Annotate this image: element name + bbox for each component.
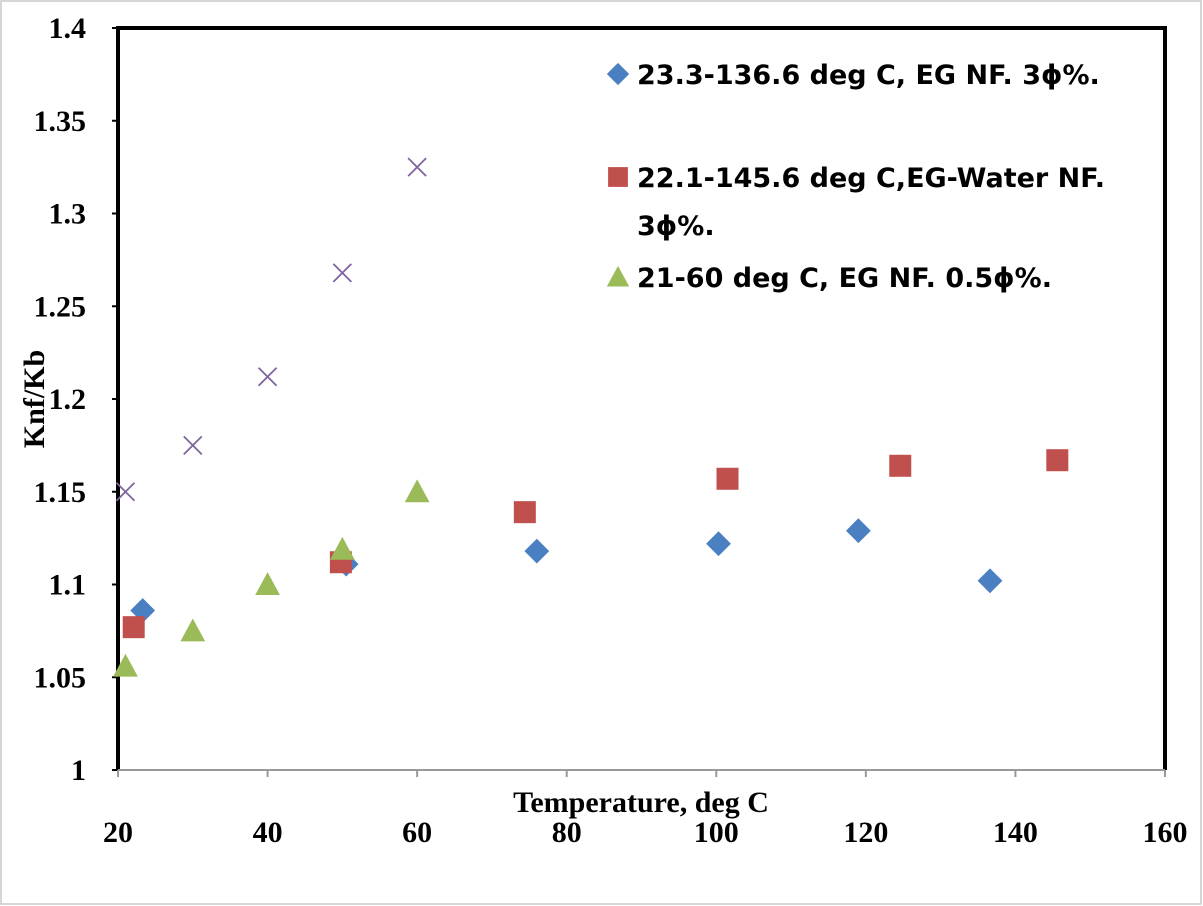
y-tick-label: 1: [71, 754, 86, 787]
data-point-square: [122, 616, 145, 639]
x-tick-label: 60: [402, 816, 432, 849]
data-point-triangle: [180, 618, 206, 642]
x-tick-label: 160: [1143, 816, 1188, 849]
legend-marker-square: [608, 167, 628, 187]
data-point-diamond: [130, 598, 156, 623]
data-point-diamond: [524, 538, 550, 564]
x-axis-title: Temperature, deg C: [513, 786, 769, 819]
series-3-triangle-points: [113, 479, 430, 677]
x-tick-label: 80: [552, 816, 582, 849]
y-axis: 1 1.05 1.1 1.15 1.2 1.25 1.3 1.35 1.4: [34, 12, 118, 787]
legend-marker-triangle: [606, 265, 630, 287]
data-point-square: [1046, 449, 1069, 472]
y-tick-label: 1.15: [34, 476, 87, 509]
x-tick-label: 140: [993, 816, 1038, 849]
series-4-cross-points: [115, 157, 427, 502]
data-point-diamond: [706, 531, 731, 557]
y-tick-label: 1.1: [49, 569, 87, 602]
legend-label: 22.1-145.6 deg C,EG-Water NF.: [637, 163, 1105, 194]
data-point-square: [889, 454, 912, 477]
data-point-cross: [257, 367, 278, 387]
legend-label: 23.3-136.6 deg C, EG NF. 3ϕ%.: [637, 60, 1100, 91]
legend-label: 3ϕ%.: [637, 211, 715, 242]
y-tick-label: 1.25: [34, 290, 87, 323]
plot-area: [116, 26, 1167, 771]
legend: 23.3-136.6 deg C, EG NF. 3ϕ%. 22.1-145.6 …: [606, 60, 1105, 294]
x-tick-label: 100: [694, 816, 739, 849]
x-tick-label: 120: [843, 816, 888, 849]
legend-entry-3: 21-60 deg C, EG NF. 0.5ϕ%.: [606, 263, 1052, 294]
legend-entry-2: 22.1-145.6 deg C,EG-Water NF. 3ϕ%.: [608, 163, 1105, 242]
y-tick-label: 1.35: [34, 105, 87, 138]
y-tick-label: 1.05: [34, 661, 87, 694]
y-tick-label: 1.4: [49, 12, 87, 45]
data-point-diamond: [845, 518, 871, 544]
data-point-cross: [183, 435, 203, 456]
y-tick-label: 1.3: [49, 198, 87, 231]
data-point-triangle: [113, 653, 138, 677]
data-point-cross: [115, 482, 136, 502]
data-point-triangle: [255, 572, 280, 596]
data-point-square: [513, 501, 536, 524]
y-tick-label: 1.2: [49, 383, 87, 416]
data-point-triangle: [329, 536, 355, 560]
data-points: [113, 157, 1069, 677]
data-point-cross: [407, 157, 427, 177]
data-point-cross: [332, 263, 352, 283]
x-tick-label: 40: [253, 816, 283, 849]
x-axis: 20 40 60 80 100 120 140 160: [103, 770, 1188, 849]
x-tick-label: 20: [103, 816, 133, 849]
plot-background: [118, 28, 1165, 770]
data-point-diamond: [977, 568, 1003, 594]
legend-entry-1: 23.3-136.6 deg C, EG NF. 3ϕ%.: [606, 60, 1100, 91]
legend-marker-diamond: [606, 62, 630, 86]
data-point-square: [716, 467, 739, 490]
legend-label: 21-60 deg C, EG NF. 0.5ϕ%.: [637, 263, 1052, 294]
y-axis-title: Knf/Kb: [18, 350, 51, 448]
data-point-triangle: [404, 479, 430, 503]
